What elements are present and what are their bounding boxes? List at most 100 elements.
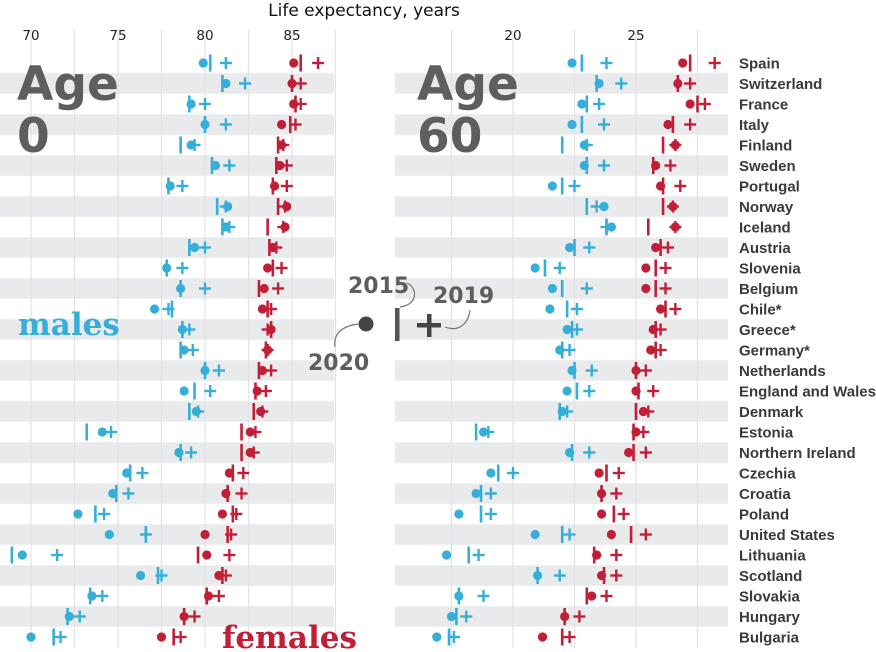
- males-2019-plus-v: [78, 610, 81, 623]
- legend-marker-2015-bar: [395, 308, 400, 341]
- males-label: males: [18, 307, 120, 343]
- males-2020-dot: [567, 365, 577, 376]
- legend-label-2015: 2015: [348, 274, 409, 299]
- males-2020-dot: [530, 529, 540, 540]
- panel-heading-age60-line1: Age: [417, 57, 519, 112]
- males-2019-plus-v: [127, 487, 130, 500]
- females-2019-plus-v: [647, 405, 650, 418]
- females-2019-plus-v: [242, 467, 245, 479]
- females-2020-dot: [276, 119, 287, 130]
- tick-label: 25: [627, 28, 644, 44]
- males-2019-plus-v: [602, 159, 606, 172]
- tick-label: 80: [196, 28, 213, 44]
- males-2019-plus-v: [452, 631, 456, 643]
- females-2020-dot: [276, 140, 287, 150]
- country-label: France: [739, 97, 788, 114]
- females-2015-bar: [654, 280, 657, 297]
- females-2020-dot: [217, 509, 227, 519]
- males-2020-dot: [547, 283, 557, 294]
- females-2019-plus-v: [659, 323, 662, 336]
- females-2019-plus-v: [644, 364, 648, 377]
- females-2015-bar: [299, 54, 302, 72]
- males-2020-dot: [149, 304, 160, 314]
- males-2019-plus-v: [573, 180, 576, 192]
- country-label: Croatia: [739, 486, 791, 503]
- row-stripe: [0, 319, 334, 340]
- females-2015-bar: [271, 259, 275, 277]
- males-2020-dot: [530, 263, 540, 273]
- males-2019-plus-v: [109, 426, 113, 438]
- females-2015-bar: [688, 54, 692, 72]
- females-2020-dot: [631, 427, 641, 437]
- panel-heading-age0-line1: Age: [17, 57, 119, 112]
- row-stripe: [395, 155, 728, 176]
- females-2019-plus-v: [264, 385, 268, 397]
- females-2020-dot: [263, 345, 273, 355]
- females-2019-plus-v: [664, 282, 667, 295]
- panel-heading-age60-line2: 60: [417, 109, 482, 164]
- males-2015-bar: [179, 136, 182, 154]
- males-2019-plus-v: [511, 467, 515, 479]
- country-label: Belgium: [739, 281, 798, 298]
- country-label: Northern Ireland: [739, 445, 856, 462]
- males-2019-plus-v: [590, 364, 593, 377]
- females-2019-plus-v: [193, 610, 196, 623]
- females-2020-dot: [202, 550, 212, 560]
- males-2015-bar: [52, 628, 55, 646]
- row-stripe: [395, 114, 728, 135]
- males-2015-bar: [479, 485, 483, 502]
- row-stripes: [0, 73, 728, 627]
- males-2020-dot: [221, 78, 231, 89]
- males-2020-dot: [599, 201, 609, 212]
- row-stripe: [0, 483, 334, 504]
- females-2019-plus-v: [240, 487, 243, 500]
- males-2020-dot: [162, 263, 172, 273]
- row-stripe: [0, 114, 334, 135]
- row-stripe: [395, 360, 728, 381]
- row-stripe: [0, 524, 334, 545]
- females-2019-plus-v: [217, 590, 221, 602]
- females-2015-bar: [632, 444, 635, 461]
- females-2020-dot: [606, 529, 617, 540]
- females-2020-dot: [289, 99, 299, 109]
- females-2020-dot: [631, 365, 641, 376]
- males-2019-plus-v: [595, 200, 598, 213]
- females-2020-dot: [587, 591, 597, 601]
- females-2019-plus-v: [713, 57, 716, 69]
- males-2020-dot: [87, 591, 97, 601]
- country-label: Norway: [739, 199, 794, 216]
- country-label: Hungary: [739, 609, 801, 626]
- males-2019-plus-v: [605, 57, 608, 69]
- males-2020-dot: [73, 509, 83, 519]
- females-2019-plus-v: [688, 118, 692, 131]
- females-2020-dot: [631, 386, 641, 396]
- country-label: Finland: [739, 138, 792, 155]
- legend-leader-2019: [444, 309, 471, 330]
- males-2020-dot: [186, 99, 196, 109]
- females-2019-plus-v: [617, 467, 620, 479]
- panel-heading-age0-line2: 0: [17, 109, 50, 164]
- legend-label-2019: 2019: [433, 284, 494, 309]
- males-2019-plus-v: [167, 303, 170, 315]
- females-2020-dot: [537, 632, 548, 642]
- females-2020-dot: [257, 365, 268, 376]
- data-marks: [10, 54, 721, 646]
- females-2020-dot: [641, 283, 651, 294]
- males-2019-plus-v: [203, 241, 207, 254]
- males-2020-dot: [176, 283, 186, 294]
- females-2015-bar: [172, 628, 175, 646]
- females-2020-dot: [266, 324, 276, 335]
- males-2020-dot: [165, 181, 175, 191]
- row-stripe: [0, 401, 334, 422]
- males-2020-dot: [104, 529, 114, 540]
- females-2019-plus-v: [235, 508, 238, 520]
- females-2020-dot: [256, 406, 266, 417]
- males-2019-plus-v: [228, 159, 231, 172]
- females-2019-plus-v: [299, 98, 302, 110]
- males-2020-dot: [179, 386, 189, 396]
- females-2019-plus-v: [644, 446, 648, 459]
- females-2020-dot: [179, 611, 189, 622]
- females-2019-plus-v: [659, 344, 662, 356]
- country-label: Italy: [739, 117, 770, 134]
- males-2015-bar: [10, 546, 14, 564]
